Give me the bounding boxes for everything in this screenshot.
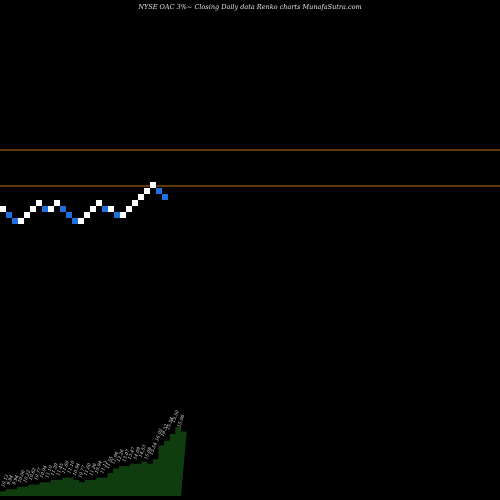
volume-label: 10.94: [39, 465, 49, 479]
volume-label: 13.47: [127, 446, 137, 460]
chart-title: NYSE OAC 3%~ Closing Daily data Renko ch…: [138, 3, 362, 11]
volume-label: 11.10: [44, 465, 54, 479]
volume-label: 10.13: [0, 474, 10, 488]
volume-label: 16.32: [160, 423, 170, 437]
volume-label: 10.62: [28, 467, 38, 481]
volume-label: 16.02: [154, 428, 164, 442]
volume-label: 11.60: [83, 462, 93, 476]
renko-brick: [60, 206, 66, 212]
renko-brick: [48, 206, 54, 212]
volume-label: 11.26: [88, 462, 98, 476]
volume-label: 10.77: [33, 467, 43, 481]
renko-brick: [6, 212, 12, 218]
renko-brick: [102, 206, 108, 212]
volume-label: 9.94: [6, 474, 15, 486]
volume-label: 15.50: [171, 409, 181, 423]
renko-brick: [30, 206, 36, 212]
volume-label: 10.06: [17, 469, 27, 483]
volume-label: 11.94: [110, 451, 120, 465]
renko-brick: [72, 218, 78, 224]
volume-label: 15.08: [143, 446, 153, 460]
renko-brick: [126, 206, 132, 212]
renko-brick: [12, 218, 18, 224]
volume-label: 10.94: [94, 460, 104, 474]
volume-label: 12.26: [116, 448, 126, 462]
volume-label: 14.09: [132, 446, 142, 460]
volume-label: 11.12: [99, 460, 109, 474]
renko-brick: [66, 212, 72, 218]
renko-brick: [96, 200, 102, 206]
volume-label: 15.54: [165, 416, 175, 430]
renko-brick: [120, 212, 126, 218]
volume-label: 11.55: [105, 455, 115, 469]
renko-brick: [114, 212, 120, 218]
renko-brick: [36, 200, 42, 206]
volume-label: 10.22: [22, 469, 32, 483]
renko-brick: [78, 218, 84, 224]
renko-brick: [24, 212, 30, 218]
renko-brick: [108, 206, 114, 212]
volume-label: 9.94: [11, 474, 20, 486]
volume-label: 10.77: [77, 465, 87, 479]
renko-brick: [54, 200, 60, 206]
volume-label: 13.07: [121, 448, 131, 462]
renko-brick: [42, 206, 48, 212]
volume-label: 15.54: [149, 442, 159, 456]
volume-area: [0, 427, 187, 496]
volume-label: 11.45: [55, 462, 65, 476]
volume-label: 11.10: [66, 460, 76, 474]
renko-brick: [138, 194, 144, 200]
renko-brick: [18, 218, 24, 224]
volume-label: 11.29: [50, 462, 60, 476]
volume-label: 14.53: [138, 444, 148, 458]
volume-label: 11.60: [61, 460, 71, 474]
renko-brick: [0, 206, 6, 212]
renko-brick: [144, 188, 150, 194]
renko-brick: [162, 194, 168, 200]
renko-brick: [150, 182, 156, 188]
renko-brick: [84, 212, 90, 218]
volume-label: 10.94: [72, 462, 82, 476]
renko-brick: [90, 206, 96, 212]
volume-label: 15.08: [176, 414, 186, 428]
renko-brick: [132, 200, 138, 206]
renko-brick: [156, 188, 162, 194]
